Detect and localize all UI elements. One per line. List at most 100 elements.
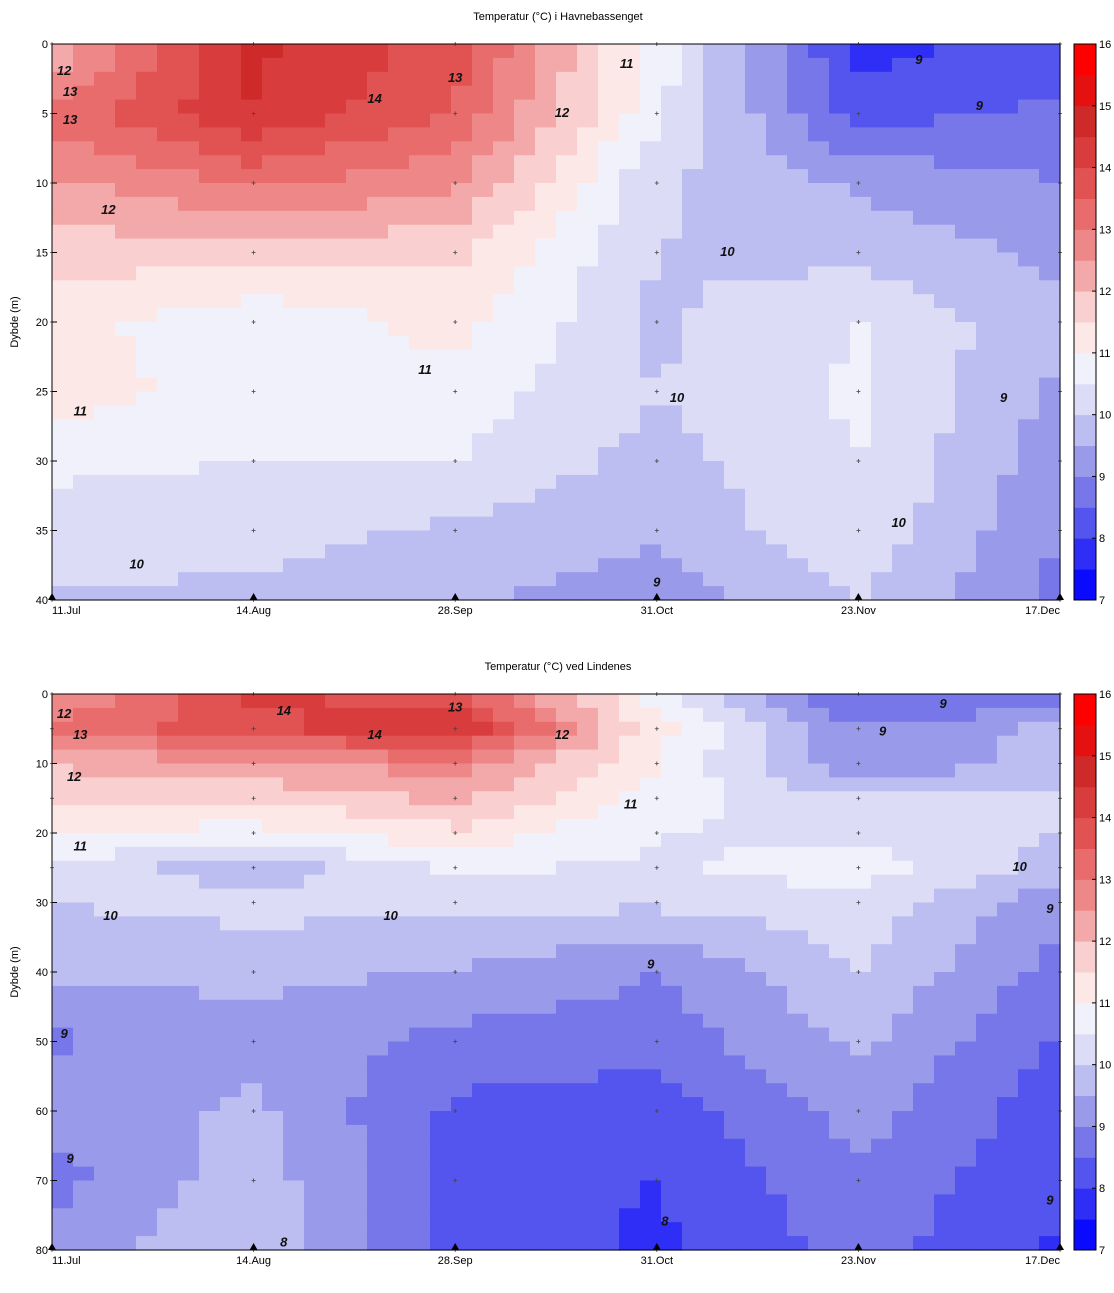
temperature-cell [409, 1111, 431, 1126]
sample-marker [453, 761, 458, 766]
temperature-cell [724, 1069, 746, 1084]
temperature-cell [304, 183, 326, 198]
temperature-cell [598, 1208, 620, 1223]
temperature-cell [262, 1013, 284, 1029]
temperature-cell [640, 763, 662, 778]
temperature-cell [430, 183, 452, 198]
temperature-cell [535, 44, 557, 59]
temperature-cell [577, 902, 599, 917]
temperature-cell [241, 735, 263, 751]
temperature-cell [535, 461, 557, 476]
temperature-cell [136, 916, 158, 931]
temperature-cell [451, 1027, 473, 1043]
temperature-cell [283, 266, 305, 281]
temperature-cell [178, 902, 200, 917]
temperature-cell [472, 735, 494, 751]
temperature-cell [451, 1013, 473, 1029]
temperature-cell [745, 985, 767, 1001]
temperature-cell [409, 488, 431, 504]
temperature-cell [535, 71, 557, 87]
temperature-cell [934, 474, 956, 490]
temperature-cell [703, 127, 725, 142]
temperature-cell [304, 57, 326, 73]
temperature-cell [388, 544, 410, 559]
temperature-cell [262, 1027, 284, 1043]
temperature-cell [493, 805, 515, 820]
temperature-cell [262, 586, 284, 601]
temperature-cell [367, 294, 389, 309]
temperature-cell [493, 1236, 515, 1251]
temperature-cell [199, 1041, 221, 1056]
temperature-cell [493, 916, 515, 931]
temperature-cell [808, 721, 830, 737]
temperature-cell [829, 833, 851, 848]
temperature-cell [556, 833, 578, 848]
temperature-cell [556, 363, 578, 379]
temperature-cell [451, 447, 473, 462]
temperature-cell [283, 419, 305, 434]
temperature-cell [955, 85, 977, 101]
temperature-cell [913, 1194, 935, 1209]
temperature-cell [850, 735, 872, 751]
temperature-cell [808, 294, 830, 309]
temperature-cell [220, 391, 242, 406]
temperature-cell [199, 558, 221, 573]
temperature-cell [199, 999, 221, 1015]
temperature-cell [346, 294, 368, 309]
temperature-cell [409, 749, 431, 765]
temperature-cell [220, 1069, 242, 1084]
temperature-cell [94, 419, 116, 434]
temperature-cell [52, 1180, 74, 1195]
temperature-cell [724, 1041, 746, 1056]
temperature-cell [682, 819, 704, 834]
temperature-cell [997, 735, 1019, 751]
colorbar-swatch [1074, 817, 1096, 849]
temperature-cell [724, 1194, 746, 1209]
temperature-cell [262, 860, 284, 876]
temperature-cell [829, 1041, 851, 1056]
temperature-cell [493, 985, 515, 1001]
temperature-cell [829, 694, 851, 709]
temperature-cell [724, 558, 746, 573]
temperature-cell [745, 721, 767, 737]
temperature-cell [472, 238, 494, 254]
temperature-cell [640, 322, 662, 337]
temperature-cell [283, 474, 305, 490]
temperature-cell [367, 833, 389, 848]
temperature-cell [94, 99, 116, 115]
temperature-cell [304, 1194, 326, 1209]
temperature-cell [1018, 141, 1040, 156]
temperature-cell [577, 1208, 599, 1223]
temperature-cell [535, 1138, 557, 1154]
temperature-cell [220, 419, 242, 434]
temperature-cell [577, 294, 599, 309]
temperature-cell [997, 958, 1019, 973]
temperature-cell [577, 916, 599, 931]
temperature-cell [871, 1236, 893, 1251]
temperature-cell [745, 405, 767, 420]
temperature-cell [535, 57, 557, 73]
temperature-cell [955, 777, 977, 792]
temperature-cell [976, 572, 998, 587]
temperature-cell [556, 57, 578, 73]
temperature-cell [640, 721, 662, 737]
temperature-cell [472, 930, 494, 945]
temperature-cell [115, 1124, 137, 1140]
temperature-cell [934, 238, 956, 254]
y-tick-label: 20 [36, 317, 48, 329]
temperature-cell [514, 1027, 536, 1043]
temperature-cell [283, 846, 305, 862]
temperature-cell [346, 586, 368, 601]
temperature-cell [472, 141, 494, 156]
temperature-cell [178, 474, 200, 490]
temperature-cell [262, 335, 284, 351]
temperature-cell [703, 833, 725, 848]
temperature-cell [1039, 1055, 1061, 1070]
temperature-cell [577, 833, 599, 848]
temperature-cell [52, 141, 74, 156]
temperature-cell [262, 1236, 284, 1251]
temperature-cell [808, 196, 830, 212]
temperature-cell [724, 1152, 746, 1168]
temperature-cell [304, 238, 326, 254]
